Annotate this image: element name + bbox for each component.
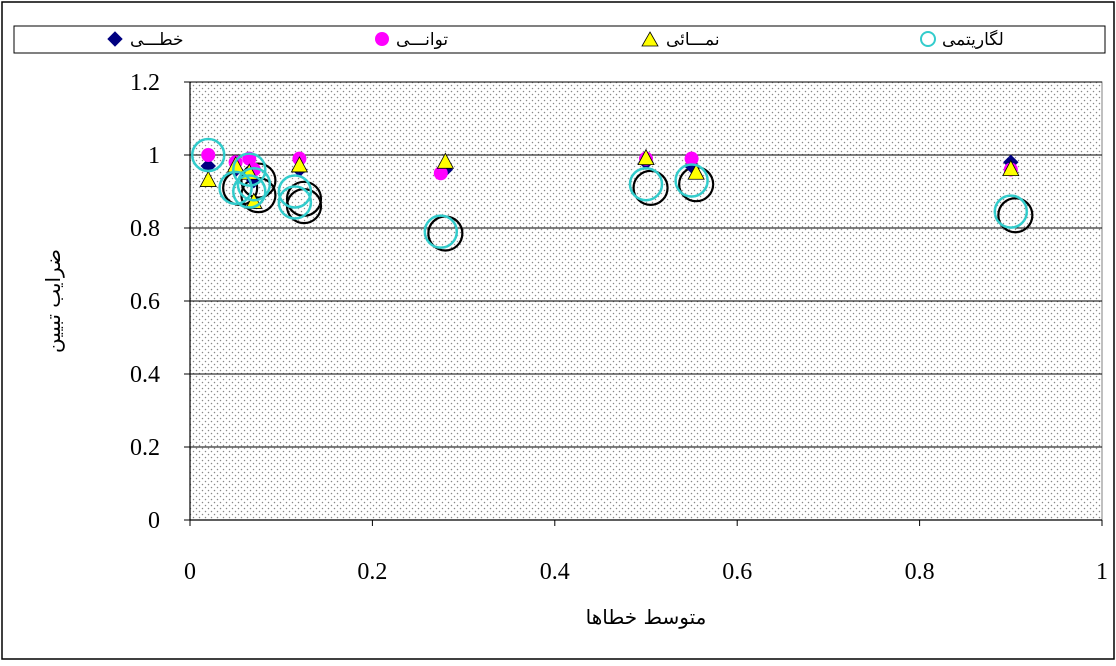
exponential-triangle-point xyxy=(436,152,455,169)
logarithmic-open-circle-point xyxy=(277,174,313,209)
exponential-triangle-point xyxy=(637,148,655,166)
exponential-triangle-point xyxy=(290,156,309,173)
logarithmic-open-circle-point xyxy=(628,166,664,202)
legend-label-logarithmic: لگاریتمی xyxy=(942,29,1004,50)
legend-item-logarithmic: لگاریتمی xyxy=(920,29,1004,50)
logarithmic-open-circle-point xyxy=(218,170,253,206)
exponential-triangle-point xyxy=(1002,159,1020,177)
legend-triangle-marker xyxy=(641,31,659,47)
x-tick-label: 1 xyxy=(1096,559,1108,585)
legend-label-exponential: نمـــائی xyxy=(666,30,720,50)
x-tick-label: 0.4 xyxy=(540,559,570,585)
legend-label-power: توانـــی xyxy=(396,30,448,50)
y-tick-label: 0.6 xyxy=(130,289,160,315)
outline-circle-point xyxy=(240,162,277,199)
exponential-triangle-point xyxy=(199,170,217,187)
exponential-triangle-point xyxy=(687,163,705,180)
legend-item-linear: خطـــی xyxy=(107,30,184,50)
x-tick-label: 0.2 xyxy=(357,559,387,585)
logarithmic-open-circle-point xyxy=(993,194,1029,229)
gridlines xyxy=(190,81,1102,448)
logarithmic-open-circle-point xyxy=(423,214,459,249)
legend-item-power: توانـــی xyxy=(375,30,448,50)
series-marks xyxy=(190,137,1029,249)
legend-label-linear: خطـــی xyxy=(130,30,184,50)
outline-circle-point xyxy=(997,197,1034,234)
logarithmic-open-circle-point xyxy=(236,166,272,202)
y-tick-label: 0 xyxy=(148,508,160,534)
y-tick-label: 1 xyxy=(148,143,160,169)
legend-box xyxy=(13,25,1106,54)
legend-circle-marker xyxy=(375,32,389,46)
y-tick-label: 1.2 xyxy=(130,70,160,96)
logarithmic-open-circle-point xyxy=(232,152,267,187)
x-tick-label: 0.6 xyxy=(722,559,752,585)
power-circle-point xyxy=(201,148,216,162)
axes xyxy=(184,81,1103,526)
logarithmic-open-circle-point xyxy=(277,185,313,220)
tick-labels: 0 0.2 0.4 0.6 0.8 1 1.2 0 0.2 0.4 0.6 0.8 1 xyxy=(130,70,1108,585)
legend-open-circle-marker xyxy=(920,31,936,47)
y-tick-label: 0.2 xyxy=(130,435,160,461)
x-axis-label: متوسط خطاها xyxy=(586,605,707,629)
power-circle-point xyxy=(433,166,448,181)
logarithmic-open-circle-point xyxy=(674,163,709,198)
power-circle-point xyxy=(684,151,699,166)
y-axis-label: ضرایب تبیین xyxy=(41,249,65,353)
logarithmic-open-circle-point xyxy=(190,137,226,173)
x-tick-label: 0 xyxy=(184,559,196,585)
logarithmic-open-circle-point xyxy=(232,174,267,209)
outline-circle-point xyxy=(632,169,669,206)
y-tick-label: 0.4 xyxy=(130,362,160,388)
x-tick-label: 0.8 xyxy=(905,559,935,585)
legend-diamond-marker xyxy=(107,31,123,47)
legend-item-exponential: نمـــائی xyxy=(641,30,720,50)
y-tick-label: 0.8 xyxy=(130,216,160,242)
legend: خطـــی توانـــی نمـــائی لگاریتمی xyxy=(13,25,1106,54)
